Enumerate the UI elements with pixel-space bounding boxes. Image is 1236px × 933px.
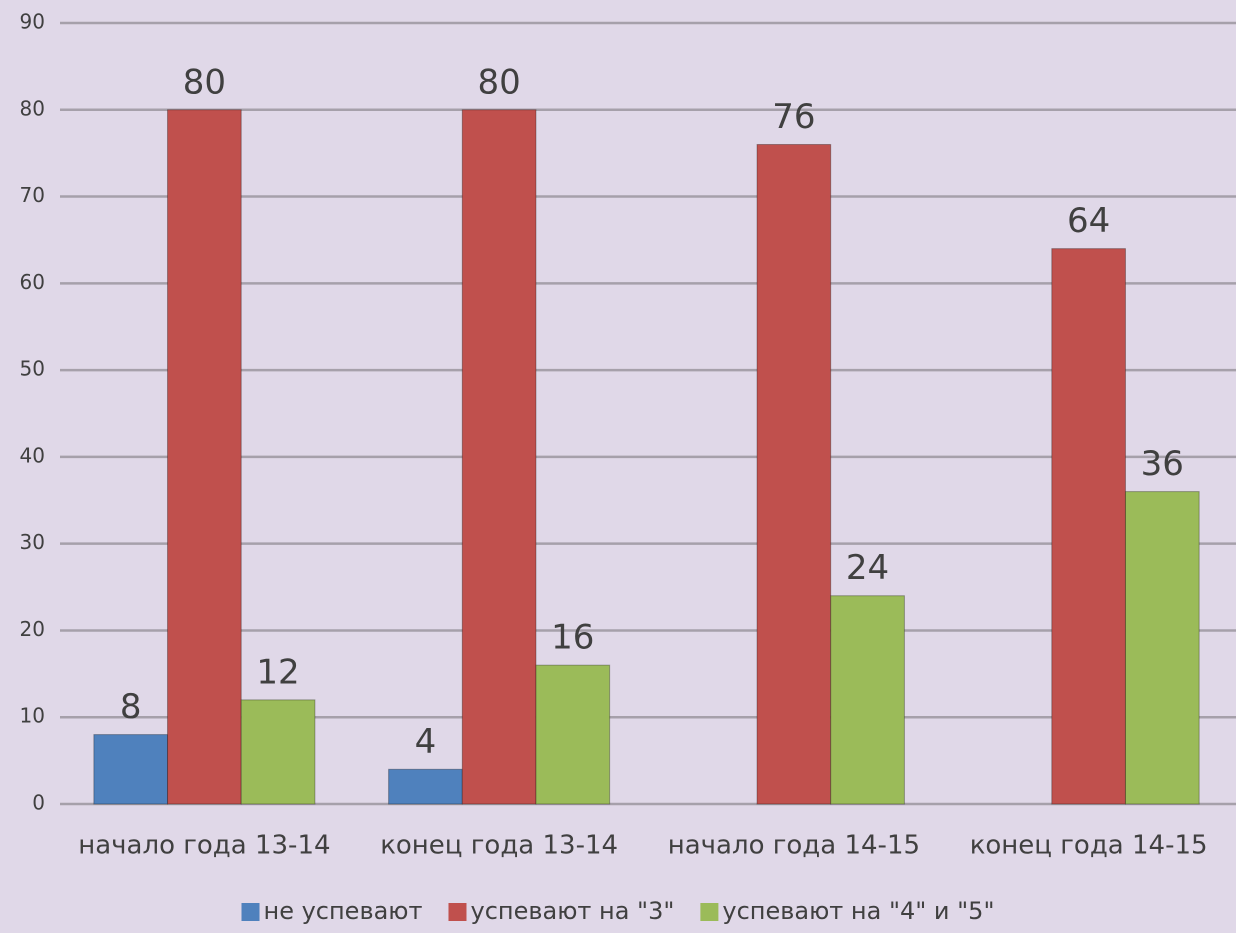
y-tick-label: 10 [20, 704, 45, 728]
data-label: 36 [1141, 444, 1184, 484]
data-label: 12 [256, 652, 299, 692]
y-tick-label: 90 [20, 10, 45, 34]
bar [1051, 248, 1126, 805]
x-tick-label: конец года 14-15 [970, 831, 1208, 861]
bar [93, 734, 169, 805]
y-tick-label: 0 [32, 791, 45, 815]
bar [756, 143, 832, 805]
data-label: 64 [1067, 201, 1110, 241]
x-tick-label: начало года 14-15 [668, 831, 920, 861]
bar [535, 664, 611, 805]
data-label: 16 [551, 618, 594, 658]
data-label: 80 [183, 62, 226, 102]
legend-swatch [700, 903, 719, 921]
x-tick-label: конец года 13-14 [380, 831, 618, 861]
y-tick-label: 40 [20, 443, 45, 467]
y-tick-label: 60 [20, 270, 45, 294]
legend-label: успевают на "4" и "5" [722, 897, 994, 925]
legend-label: не успевают [264, 897, 423, 925]
legend-label: успевают на "3" [470, 897, 674, 925]
bar [830, 595, 905, 805]
y-tick-label: 80 [20, 96, 45, 120]
y-tick-label: 30 [20, 530, 45, 554]
x-tick-label: начало года 13-14 [78, 831, 330, 861]
data-label: 76 [772, 97, 815, 137]
data-label: 24 [846, 548, 889, 588]
data-label: 80 [477, 62, 520, 102]
data-label: 8 [120, 687, 142, 727]
y-tick-label: 70 [20, 183, 45, 207]
y-tick-label: 50 [20, 357, 45, 381]
data-label: 4 [415, 722, 437, 762]
legend-swatch [241, 903, 260, 921]
bar [1124, 491, 1200, 805]
bar [461, 109, 537, 805]
bar [388, 768, 463, 805]
bar [240, 699, 316, 805]
y-tick-label: 20 [20, 617, 45, 641]
bar [167, 109, 242, 805]
legend-swatch [448, 903, 467, 921]
